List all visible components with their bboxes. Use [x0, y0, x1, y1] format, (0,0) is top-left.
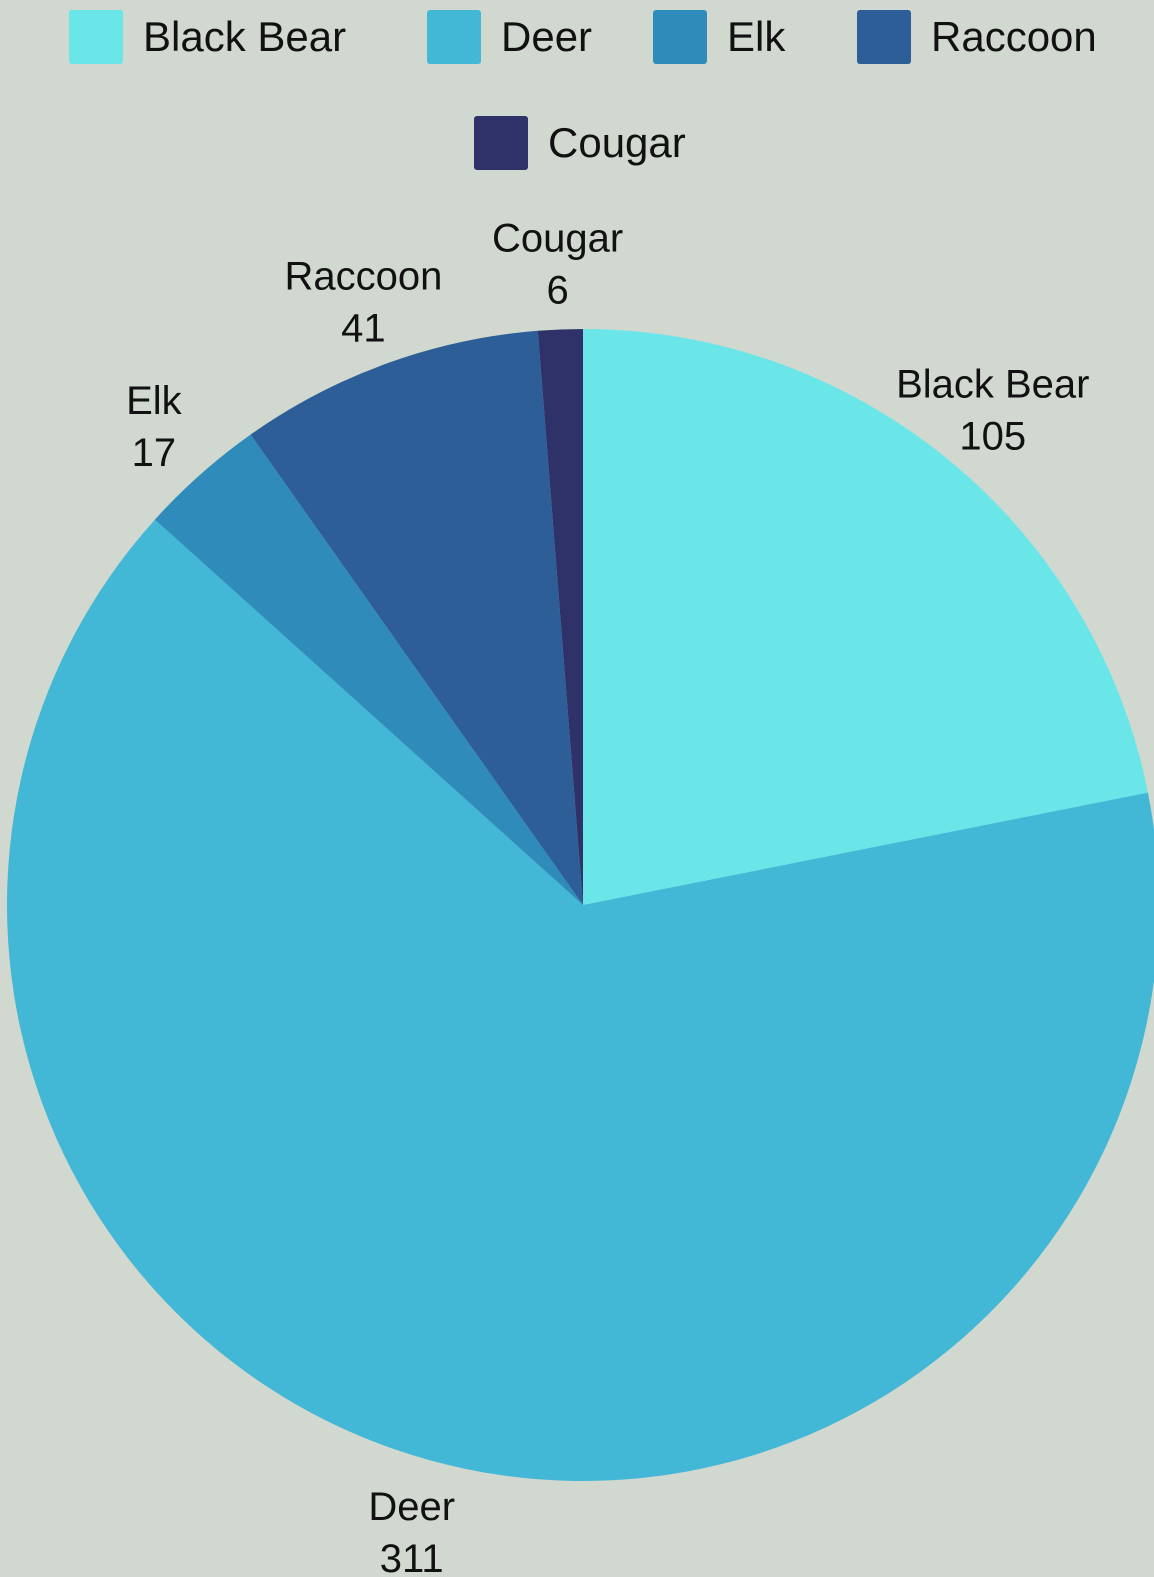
pie-slice-black-bear: [583, 329, 1148, 905]
slice-value-black-bear: 105: [959, 415, 1026, 459]
legend-swatch-deer: [427, 10, 481, 64]
slice-value-elk: 17: [132, 431, 177, 475]
slice-label-cougar: Cougar: [492, 217, 623, 261]
slice-label-deer: Deer: [368, 1485, 455, 1529]
legend-swatch-black-bear: [69, 10, 123, 64]
slice-label-black-bear: Black Bear: [896, 363, 1089, 407]
legend: Black Bear Deer Elk Raccoon Cougar: [69, 10, 1097, 170]
slice-value-cougar: 6: [546, 269, 568, 313]
slice-label-elk: Elk: [126, 379, 183, 423]
legend-label-deer: Deer: [501, 13, 592, 60]
pie-slice-raccoon: [250, 330, 583, 905]
legend-swatch-cougar: [474, 116, 528, 170]
legend-label-black-bear: Black Bear: [143, 13, 346, 60]
slice-value-deer: 311: [380, 1537, 444, 1577]
pie-slice-cougar: [537, 329, 583, 905]
pie-slices: [7, 329, 1154, 1481]
slice-label-raccoon: Raccoon: [284, 255, 442, 299]
pie-slice-elk: [154, 434, 583, 905]
legend-swatch-raccoon: [857, 10, 911, 64]
slice-value-raccoon: 41: [341, 307, 386, 351]
slice-labels: Black Bear 105 Deer 311 Elk 17 Raccoon 41 Cougar…: [126, 217, 1089, 1577]
pie-slice-deer: [7, 519, 1154, 1481]
legend-label-raccoon: Raccoon: [931, 13, 1097, 60]
legend-label-elk: Elk: [727, 13, 786, 60]
legend-label-cougar: Cougar: [548, 119, 686, 166]
legend-swatch-elk: [653, 10, 707, 64]
